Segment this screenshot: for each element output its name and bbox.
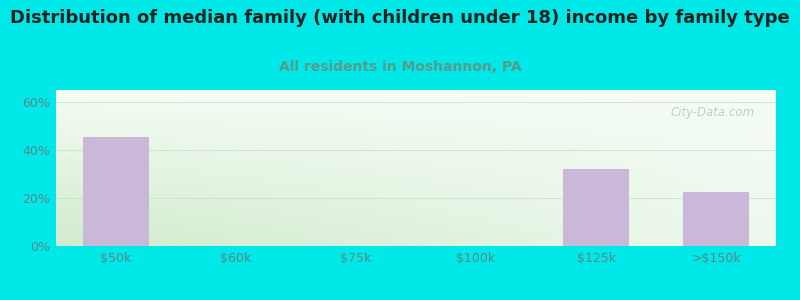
Bar (563, 169, 629, 246)
Text: Distribution of median family (with children under 18) income by family type: Distribution of median family (with chil… (10, 9, 790, 27)
Text: City-Data.com: City-Data.com (670, 106, 754, 118)
Bar (83, 137, 149, 246)
Bar (683, 192, 749, 246)
Text: All residents in Moshannon, PA: All residents in Moshannon, PA (278, 60, 522, 74)
